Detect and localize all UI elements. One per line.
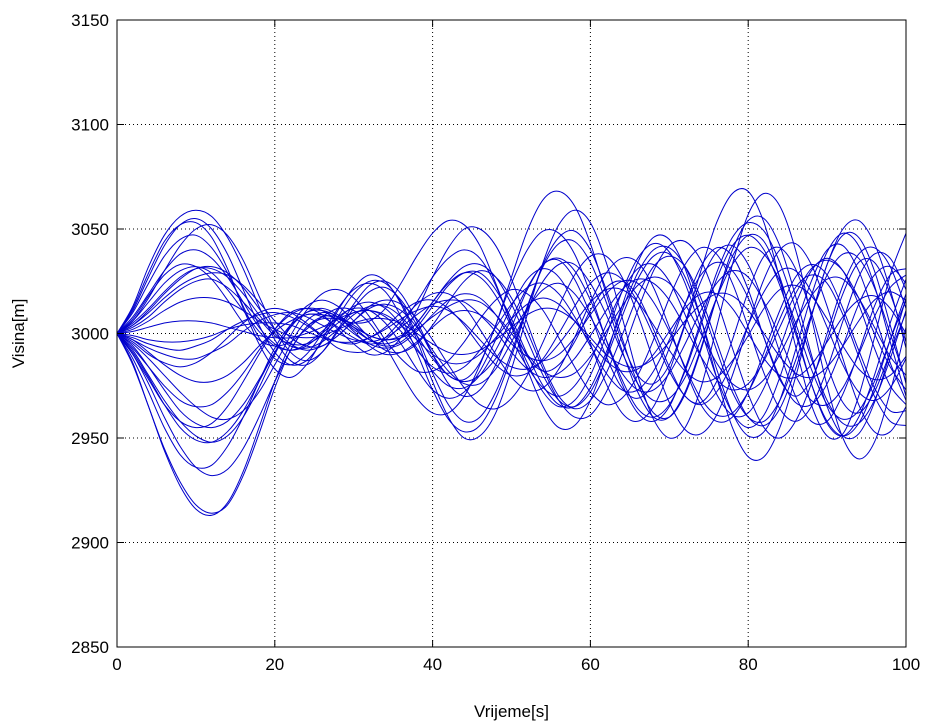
series-line-7: [116, 215, 907, 440]
series-line-22: [116, 217, 907, 437]
grid: [117, 20, 906, 647]
series-group: [116, 188, 907, 517]
series-line-19: [116, 232, 907, 477]
y-tick-label: 2950: [71, 429, 109, 448]
y-tick-label: 3150: [71, 11, 109, 30]
series-line-24: [116, 291, 907, 379]
series-line-2: [116, 219, 907, 514]
y-tick-label: 3100: [71, 116, 109, 135]
series-line-21: [116, 257, 907, 418]
y-tick-label: 2850: [71, 638, 109, 657]
series-line-16: [116, 244, 907, 426]
axis-ticks: [116, 19, 907, 648]
x-tick-label: 0: [112, 655, 121, 674]
series-line-28: [116, 246, 907, 420]
y-tick-label: 3050: [71, 220, 109, 239]
series-line-25: [116, 276, 907, 391]
y-tick-label: 2900: [71, 534, 109, 553]
series-line-29: [116, 284, 907, 383]
series-line-27: [116, 245, 907, 444]
x-axis-label: Vrijeme[s]: [474, 702, 549, 721]
x-tick-label: 100: [892, 655, 920, 674]
series-line-6: [116, 219, 907, 429]
tick-labels: 0 20 40 60 80 100 2850 2900 2950 3000 3050 3100 3150: [71, 11, 920, 674]
x-tick-label: 80: [739, 655, 758, 674]
series-line-23: [116, 231, 907, 469]
y-axis-label: Visina[m]: [9, 299, 28, 369]
x-tick-label: 60: [581, 655, 600, 674]
series-line-17: [116, 267, 907, 406]
series-line-5: [116, 242, 907, 436]
series-line-13: [116, 257, 907, 423]
y-tick-label: 3000: [71, 325, 109, 344]
x-tick-label: 40: [423, 655, 442, 674]
series-line-11: [116, 274, 907, 517]
x-tick-label: 20: [265, 655, 284, 674]
series-line-12: [116, 192, 907, 460]
